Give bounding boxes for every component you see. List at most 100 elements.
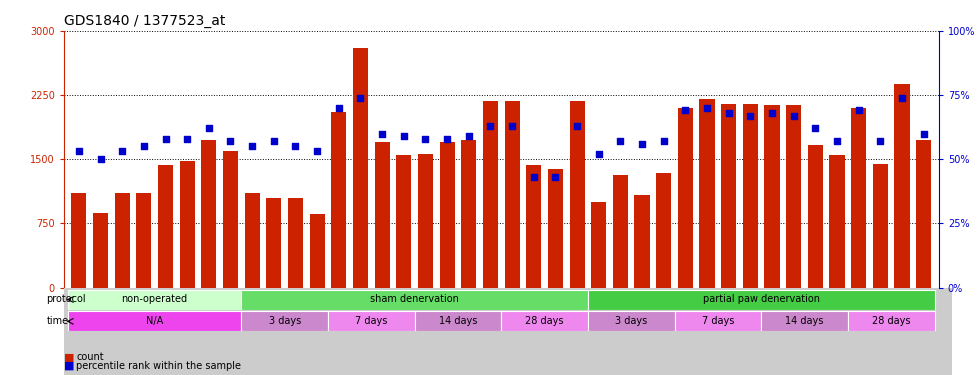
Bar — [829, 155, 845, 288]
Bar — [895, 84, 909, 288]
Point — [526, 174, 542, 180]
Point — [548, 174, 564, 180]
Bar — [501, 311, 588, 332]
Text: percentile rank within the sample: percentile rank within the sample — [76, 361, 241, 370]
Bar — [678, 108, 693, 288]
Bar — [241, 290, 588, 309]
Point — [569, 123, 585, 129]
Point — [396, 133, 412, 139]
Bar — [72, 194, 86, 288]
Point — [439, 136, 455, 142]
Bar — [374, 142, 390, 288]
Point — [136, 143, 152, 149]
Bar — [245, 194, 260, 288]
Text: protocol: protocol — [46, 294, 86, 304]
Bar — [700, 99, 714, 288]
Point — [461, 133, 476, 139]
Point — [244, 143, 260, 149]
Point — [158, 136, 173, 142]
Bar — [396, 155, 412, 288]
Point — [743, 112, 759, 118]
Bar — [158, 165, 173, 288]
Bar — [353, 48, 368, 288]
Bar — [657, 173, 671, 288]
Text: count: count — [76, 352, 104, 362]
Bar — [873, 164, 888, 288]
Point — [808, 125, 823, 131]
Point — [591, 151, 607, 157]
Bar — [331, 112, 346, 288]
Bar — [569, 101, 585, 288]
Bar — [674, 311, 761, 332]
Point — [310, 148, 325, 154]
Point — [374, 130, 390, 136]
Point — [872, 138, 888, 144]
Point — [851, 107, 866, 113]
Bar — [267, 198, 281, 288]
Point — [634, 141, 650, 147]
Bar — [761, 311, 848, 332]
Bar — [440, 142, 455, 288]
Point — [353, 94, 368, 100]
Bar — [288, 198, 303, 288]
Point — [93, 156, 109, 162]
Bar — [916, 140, 931, 288]
Bar — [415, 311, 501, 332]
Bar — [588, 290, 935, 309]
Bar — [328, 311, 415, 332]
Bar — [588, 311, 674, 332]
Text: 3 days: 3 days — [269, 316, 301, 326]
Point — [786, 112, 802, 118]
Text: 7 days: 7 days — [355, 316, 387, 326]
Point — [764, 110, 780, 116]
Text: ■: ■ — [64, 361, 77, 370]
Point — [115, 148, 130, 154]
Bar — [526, 165, 541, 288]
Point — [699, 105, 714, 111]
Point — [331, 105, 347, 111]
Bar — [310, 214, 324, 288]
Text: sham denervation: sham denervation — [370, 294, 459, 304]
Point — [677, 107, 693, 113]
Bar — [851, 108, 866, 288]
Point — [829, 138, 845, 144]
Text: time: time — [46, 316, 69, 326]
Text: non-operated: non-operated — [122, 294, 188, 304]
Bar — [115, 194, 129, 288]
Text: 14 days: 14 days — [785, 316, 824, 326]
Bar — [201, 140, 217, 288]
Bar — [764, 105, 780, 288]
Bar — [68, 290, 241, 309]
Point — [179, 136, 195, 142]
Point — [266, 138, 281, 144]
Bar — [721, 104, 736, 288]
Bar — [93, 213, 108, 288]
Bar — [417, 154, 433, 288]
Bar — [591, 202, 607, 288]
Text: 14 days: 14 days — [439, 316, 477, 326]
Bar — [64, 288, 952, 375]
Point — [288, 143, 304, 149]
Bar — [222, 152, 238, 288]
Text: GDS1840 / 1377523_at: GDS1840 / 1377523_at — [64, 14, 225, 28]
Text: 3 days: 3 days — [615, 316, 648, 326]
Bar — [743, 104, 758, 288]
Bar — [179, 161, 195, 288]
Text: 28 days: 28 days — [872, 316, 910, 326]
Text: partial paw denervation: partial paw denervation — [703, 294, 819, 304]
Bar — [241, 311, 328, 332]
Text: ■: ■ — [64, 352, 77, 362]
Text: N/A: N/A — [146, 316, 164, 326]
Point — [71, 148, 86, 154]
Bar — [786, 105, 802, 288]
Point — [612, 138, 628, 144]
Bar — [68, 311, 241, 332]
Text: 7 days: 7 days — [702, 316, 734, 326]
Point — [201, 125, 217, 131]
Bar — [462, 140, 476, 288]
Bar — [483, 101, 498, 288]
Bar — [808, 145, 823, 288]
Point — [222, 138, 238, 144]
Point — [482, 123, 498, 129]
Point — [505, 123, 520, 129]
